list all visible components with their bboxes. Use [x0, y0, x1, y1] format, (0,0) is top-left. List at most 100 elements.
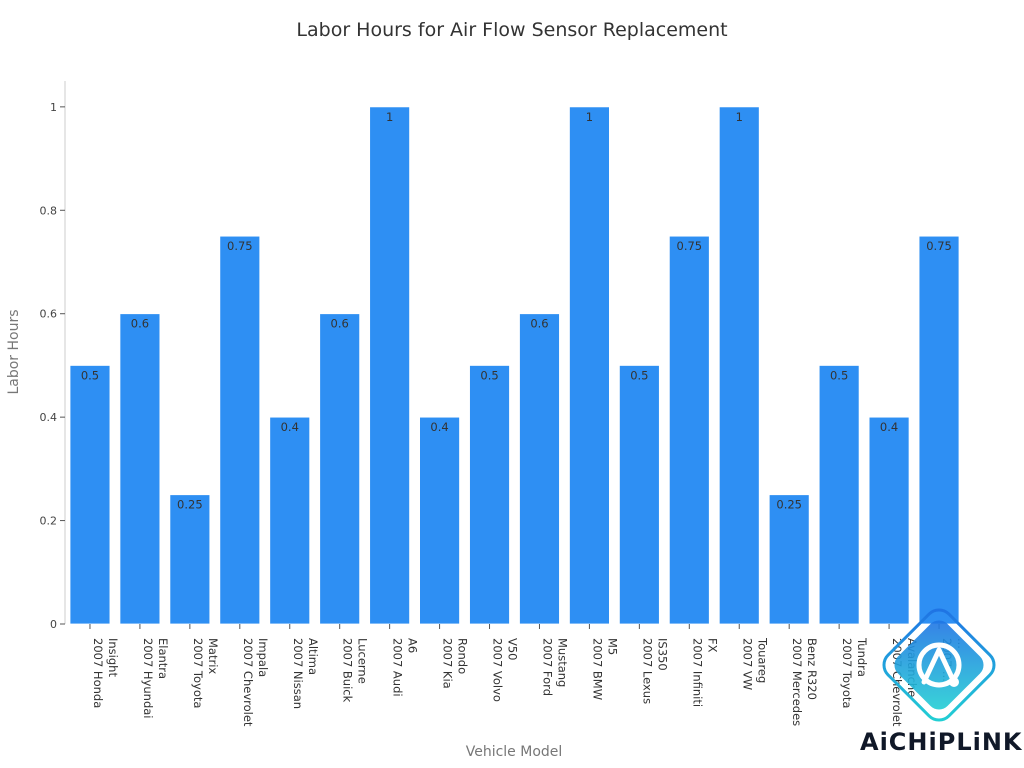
bar-value-label: 0.4 [880, 420, 898, 434]
x-tick-label-line: 2007 Kia [441, 638, 455, 689]
bar-value-label: 0.5 [81, 368, 99, 382]
x-tick-label: 2007 VolvoV50 [491, 638, 520, 702]
x-tick-label-line: 2007 Ford [540, 638, 554, 696]
aichiplink-logo-icon [882, 608, 996, 722]
bar-value-label: 0.5 [480, 368, 498, 382]
bar [219, 235, 261, 625]
bar [718, 106, 760, 625]
y-tick-label: 0.2 [40, 515, 58, 528]
x-axis-title: Vehicle Model [466, 744, 563, 760]
bar-value-label: 0.6 [131, 317, 149, 331]
data-labels: 0.5 0.6 0.25 0.75 0.4 0.6 1 0.4 0.5 0.6 1 0.5 0.75 1 0… [81, 110, 952, 512]
bar-value-label: 1 [736, 110, 743, 124]
bar-value-label: 1 [586, 110, 593, 124]
x-tick-label: 2007 VWTouareg [740, 637, 769, 690]
bar-value-label: 0.5 [630, 368, 648, 382]
x-tick-label: 2007 LexusIS350 [640, 638, 669, 704]
bar [119, 313, 161, 625]
x-tick-label-line: 2007 Mercedes [790, 638, 804, 726]
bar [618, 365, 660, 625]
x-tick-label: 2007 BuickLucerne [341, 638, 370, 703]
bar [668, 235, 710, 625]
x-tick-label-line: 2007 Nissan [291, 638, 305, 709]
x-tick-label-line: 2007 Toyota [840, 638, 854, 708]
bar [369, 106, 411, 625]
bar [319, 313, 361, 625]
bar-value-label: 0.75 [227, 239, 253, 253]
x-tick-label-line: 2007 Lexus [640, 638, 654, 704]
bar-value-label: 0.25 [177, 498, 203, 512]
x-tick-label-line: Touareg [755, 637, 769, 683]
bar [169, 494, 211, 625]
x-tick-label-line: Rondo [456, 638, 470, 674]
bar [519, 313, 560, 625]
x-tick-label-line: FX [705, 638, 719, 653]
bar [69, 365, 111, 625]
y-axis-title: Labor Hours [6, 309, 22, 394]
bar-value-label: 0.6 [530, 317, 548, 331]
x-tick-label-line: V50 [506, 638, 520, 661]
x-tick-label-line: Elantra [156, 638, 170, 679]
x-tick-label-line: Benz R320 [805, 638, 819, 700]
x-tick-label-line: 2007 Buick [341, 638, 355, 703]
bar-value-label: 0.6 [331, 317, 349, 331]
x-tick-label: 2007 AudiA6 [391, 638, 420, 697]
x-tick-label-line: 2007 VW [740, 638, 754, 690]
y-tick-label: 0.4 [40, 411, 58, 424]
x-tick-label: 2007 KiaRondo [441, 638, 470, 689]
x-tick-label: 2007 HyundaiElantra [141, 638, 170, 719]
x-tick-label-line: 2007 Infiniti [690, 638, 704, 707]
bar [469, 365, 510, 625]
bar-value-label: 0.25 [776, 498, 802, 512]
bar-value-label: 0.5 [830, 368, 848, 382]
x-tick-label-line: Mustang [555, 638, 569, 687]
bar [569, 106, 610, 625]
y-axis: 0 0.2 0.4 0.6 0.8 1 [40, 81, 66, 631]
x-tick-label-line: 2007 Honda [91, 638, 105, 708]
y-tick-label: 0.6 [40, 308, 58, 321]
x-tick-label-line: Tundra [855, 637, 869, 677]
bar-value-label: 1 [386, 110, 393, 124]
x-tick-label-line: Altima [306, 638, 320, 675]
x-tick-label-line: IS350 [655, 638, 669, 671]
x-tick-label-line: Matrix [206, 638, 220, 674]
x-tick-label-line: 2007 Volvo [491, 638, 505, 702]
x-tick-label: 2007 ToyotaMatrix [191, 638, 220, 708]
x-tick-label-line: 2007 BMW [590, 638, 604, 700]
x-tick-label-line: 2007 Chevrolet [241, 638, 255, 727]
x-tick-label: 2007 BMWM5 [590, 638, 619, 700]
aichiplink-logo-text: AiCHiPLiNK [860, 728, 1023, 756]
x-tick-label-line: A6 [406, 638, 420, 653]
bar-value-label: 0.75 [677, 239, 703, 253]
x-tick-label-line: 2007 Hyundai [141, 638, 155, 719]
bar [818, 365, 860, 625]
bar-value-label: 0.4 [281, 420, 299, 434]
x-tick-label-line: Impala [256, 638, 270, 677]
bar [419, 416, 460, 625]
bar-value-label: 0.4 [430, 420, 448, 434]
y-tick-label: 0.8 [40, 204, 58, 217]
x-tick-label: 2007 InfinitiFX [690, 638, 719, 707]
x-tick-label: 2007 MercedesBenz R320 [790, 638, 819, 726]
y-tick-label: 0 [50, 618, 57, 631]
x-tick-label-line: Lucerne [356, 638, 370, 684]
bar [768, 494, 810, 625]
bar [868, 416, 910, 625]
bar [918, 235, 960, 625]
x-tick-label: 2007 ToyotaTundra [840, 637, 869, 708]
x-tick-label: 2007 ChevroletImpala [241, 638, 270, 727]
x-tick-label-line: 2007 Audi [391, 638, 405, 697]
x-tick-label-line: 2007 Toyota [191, 638, 205, 708]
chart-title: Labor Hours for Air Flow Sensor Replacem… [296, 19, 728, 41]
x-tick-label: 2007 NissanAltima [291, 638, 320, 709]
x-tick-label: 2007 HondaInsight [91, 638, 120, 708]
bars [69, 106, 960, 625]
x-tick-label: 2007 FordMustang [540, 638, 569, 696]
bar [269, 416, 311, 625]
x-tick-label-line: Insight [106, 638, 120, 677]
bar-value-label: 0.75 [926, 239, 952, 253]
x-tick-label-line: M5 [605, 638, 619, 655]
y-tick-label: 1 [50, 101, 57, 114]
x-axis: 2007 HondaInsight 2007 HyundaiElantra 2007… [89, 624, 969, 727]
